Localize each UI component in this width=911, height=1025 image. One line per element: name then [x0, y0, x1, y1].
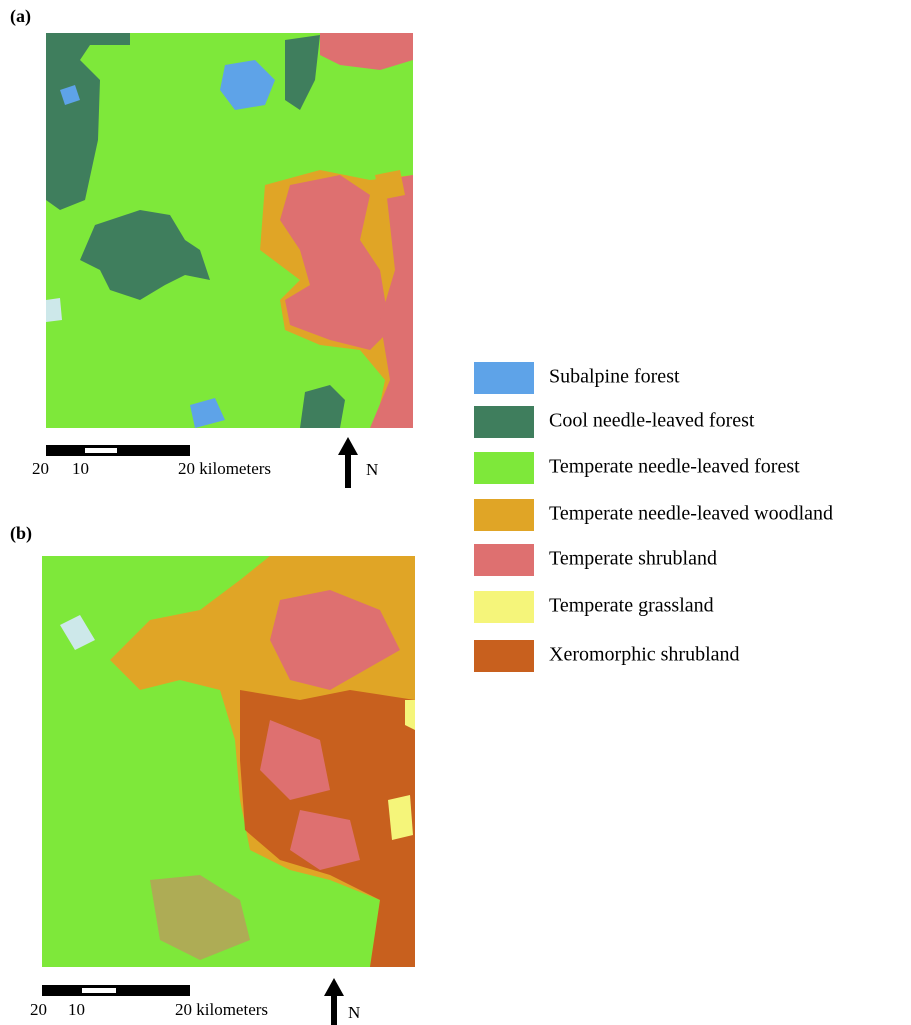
legend-label: Temperate grassland [549, 595, 714, 617]
scale-label: 10 [68, 1000, 85, 1019]
legend-swatch [474, 544, 534, 576]
legend-swatch [474, 499, 534, 531]
north-label: N [366, 460, 378, 479]
scale-bar [46, 445, 190, 456]
map-a [46, 33, 413, 428]
north-label: N [348, 1003, 360, 1022]
map-region [405, 700, 415, 730]
scale-bar [82, 988, 116, 993]
scale-label: 20 [32, 459, 49, 478]
figure: (a) 20 10 20 kilometers N (b) 20 10 [0, 0, 911, 1025]
scale-label: 20 kilometers [178, 459, 271, 478]
legend-label: Subalpine forest [549, 366, 680, 388]
scale-bar [85, 448, 117, 453]
snow [46, 298, 62, 322]
legend-swatch [474, 406, 534, 438]
legend: Subalpine forest Cool needle-leaved fores… [474, 362, 833, 672]
legend-label: Xeromorphic shrubland [549, 644, 740, 666]
legend-swatch [474, 452, 534, 484]
map-region [388, 795, 413, 840]
north-arrow [338, 437, 358, 488]
legend-swatch [474, 591, 534, 623]
legend-label: Temperate needle-leaved woodland [549, 503, 833, 525]
north-arrow [324, 978, 344, 1025]
legend-label: Cool needle-leaved forest [549, 410, 755, 432]
map-b [42, 556, 415, 967]
scale-label: 20 [30, 1000, 47, 1019]
panel-label: (b) [10, 523, 32, 544]
legend-swatch [474, 640, 534, 672]
scale-label: 10 [72, 459, 89, 478]
map-region [375, 170, 405, 200]
panel-label: (a) [10, 6, 31, 27]
scale-label: 20 kilometers [175, 1000, 268, 1019]
legend-label: Temperate needle-leaved forest [549, 456, 800, 478]
legend-swatch [474, 362, 534, 394]
legend-label: Temperate shrubland [549, 548, 717, 570]
